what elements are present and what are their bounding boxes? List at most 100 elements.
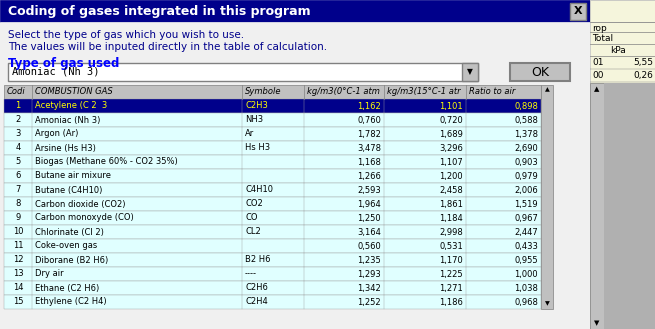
Text: X: X [574,6,582,16]
FancyBboxPatch shape [0,22,590,329]
Text: ▼: ▼ [467,67,473,77]
Text: 0,898: 0,898 [514,102,538,111]
Text: 0,531: 0,531 [440,241,463,250]
Text: Amoniac (Nh 3): Amoniac (Nh 3) [12,67,100,77]
Text: 1,038: 1,038 [514,284,538,292]
Text: 1: 1 [15,102,20,111]
Text: 11: 11 [12,241,23,250]
Text: 0,967: 0,967 [514,214,538,222]
Text: kPa: kPa [610,46,626,55]
Text: 2,998: 2,998 [440,227,463,237]
FancyBboxPatch shape [4,267,541,281]
Text: 1,235: 1,235 [357,256,381,265]
Text: Carbon dioxide (CO2): Carbon dioxide (CO2) [35,199,126,209]
Text: Carbon monoxyde (CO): Carbon monoxyde (CO) [35,214,134,222]
FancyBboxPatch shape [4,85,541,99]
Text: Ethylene (C2 H4): Ethylene (C2 H4) [35,297,107,307]
Text: 1,782: 1,782 [357,130,381,139]
Text: C2H6: C2H6 [245,284,268,292]
Text: Amoniac (Nh 3): Amoniac (Nh 3) [35,115,100,124]
Text: Codi: Codi [7,88,26,96]
Text: 1,184: 1,184 [440,214,463,222]
Text: ▲: ▲ [594,86,600,92]
FancyBboxPatch shape [541,85,553,309]
Text: 1,225: 1,225 [440,269,463,279]
Text: 1,200: 1,200 [440,171,463,181]
Text: 8: 8 [15,199,21,209]
Text: 1,186: 1,186 [439,297,463,307]
FancyBboxPatch shape [0,0,590,22]
Text: CO: CO [245,214,257,222]
Text: 2: 2 [15,115,20,124]
Text: COMBUSTION GAS: COMBUSTION GAS [35,88,113,96]
FancyBboxPatch shape [4,155,541,169]
Text: 1,271: 1,271 [440,284,463,292]
Text: Ratio to air: Ratio to air [469,88,515,96]
Text: 3: 3 [15,130,21,139]
FancyBboxPatch shape [590,0,655,22]
Text: NH3: NH3 [245,115,263,124]
Text: C2H3: C2H3 [245,102,268,111]
Text: Chlorinate (Cl 2): Chlorinate (Cl 2) [35,227,104,237]
Text: 6: 6 [15,171,21,181]
Text: Acetylene (C 2  3: Acetylene (C 2 3 [35,102,107,111]
Text: 5: 5 [15,158,20,166]
Text: 1,342: 1,342 [357,284,381,292]
FancyBboxPatch shape [8,63,478,81]
Text: 10: 10 [12,227,23,237]
Text: 4: 4 [15,143,20,153]
Text: CL2: CL2 [245,227,261,237]
Text: C2H4: C2H4 [245,297,268,307]
Text: 0,979: 0,979 [514,171,538,181]
FancyBboxPatch shape [4,253,541,267]
Text: 12: 12 [12,256,23,265]
FancyBboxPatch shape [4,281,541,295]
Text: 2,690: 2,690 [514,143,538,153]
Text: Select the type of gas which you wish to use.: Select the type of gas which you wish to… [8,30,244,40]
FancyBboxPatch shape [4,211,541,225]
Text: Arsine (Hs H3): Arsine (Hs H3) [35,143,96,153]
FancyBboxPatch shape [4,113,541,127]
Text: 1,162: 1,162 [357,102,381,111]
Text: rop: rop [592,24,607,33]
FancyBboxPatch shape [4,99,541,113]
Text: 9: 9 [15,214,20,222]
Text: 2,006: 2,006 [514,186,538,194]
Text: Ethane (C2 H6): Ethane (C2 H6) [35,284,100,292]
Text: ▲: ▲ [544,88,550,92]
Text: 0,968: 0,968 [514,297,538,307]
Text: 0,26: 0,26 [633,71,653,80]
Text: 1,266: 1,266 [357,171,381,181]
Text: 5,55: 5,55 [633,58,653,67]
Text: 0,720: 0,720 [440,115,463,124]
FancyBboxPatch shape [590,83,604,329]
Text: 2,458: 2,458 [440,186,463,194]
Text: Dry air: Dry air [35,269,64,279]
FancyBboxPatch shape [570,3,586,20]
Text: 0,903: 0,903 [514,158,538,166]
Text: 1,101: 1,101 [440,102,463,111]
FancyBboxPatch shape [590,0,655,329]
Text: 0,560: 0,560 [357,241,381,250]
FancyBboxPatch shape [4,295,541,309]
Text: OK: OK [531,65,549,79]
Text: Type of gas used: Type of gas used [8,57,119,70]
Text: 13: 13 [12,269,24,279]
Text: 7: 7 [15,186,21,194]
Text: Butane (C4H10): Butane (C4H10) [35,186,102,194]
Text: CO2: CO2 [245,199,263,209]
Text: 1,170: 1,170 [440,256,463,265]
Text: 1,168: 1,168 [357,158,381,166]
Text: 0,588: 0,588 [514,115,538,124]
FancyBboxPatch shape [462,63,478,81]
FancyBboxPatch shape [4,141,541,155]
Text: 1,293: 1,293 [357,269,381,279]
Text: 1,252: 1,252 [358,297,381,307]
Text: 0,955: 0,955 [514,256,538,265]
Text: 1,689: 1,689 [439,130,463,139]
Text: 1,519: 1,519 [514,199,538,209]
FancyBboxPatch shape [510,63,570,81]
Text: 14: 14 [12,284,23,292]
Text: 3,164: 3,164 [357,227,381,237]
Text: 0,760: 0,760 [357,115,381,124]
